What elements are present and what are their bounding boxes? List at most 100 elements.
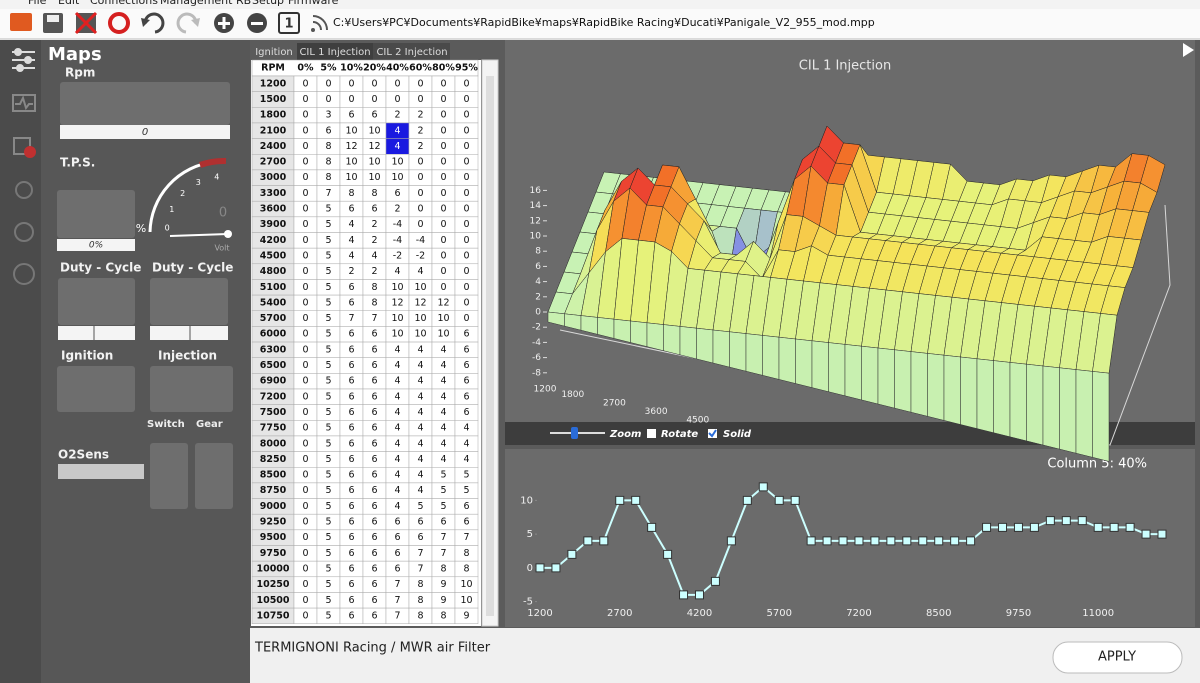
point-marker[interactable] (774, 495, 784, 505)
point-marker[interactable] (886, 536, 896, 546)
cell-value: 2 (371, 219, 377, 230)
point-marker[interactable] (1077, 516, 1087, 526)
point-marker[interactable] (934, 536, 944, 546)
point-marker[interactable] (535, 563, 545, 573)
cell-value: 0 (302, 470, 308, 481)
point-marker[interactable] (551, 563, 561, 573)
tab[interactable] (373, 43, 450, 60)
menu-item[interactable]: Setup (252, 0, 284, 7)
point-marker[interactable] (982, 522, 992, 532)
rpm-label: 5400 (260, 297, 287, 308)
x-tick-label: 5700 (767, 608, 792, 619)
cell-value: 0 (302, 501, 308, 512)
cell-value: 0 (463, 204, 469, 215)
point-marker[interactable] (1125, 522, 1135, 532)
apply-button[interactable] (1052, 641, 1183, 674)
rpm-label: 2700 (260, 157, 287, 168)
point-marker[interactable] (870, 536, 880, 546)
point-marker[interactable] (726, 536, 736, 546)
cell-value: 4 (394, 438, 400, 449)
point-marker[interactable] (966, 536, 976, 546)
point-marker[interactable] (822, 536, 832, 546)
point-marker[interactable] (806, 536, 816, 546)
point-marker[interactable] (710, 576, 720, 586)
point-marker[interactable] (663, 549, 673, 559)
rpm-box (60, 82, 230, 125)
point-marker[interactable] (615, 495, 625, 505)
tab-label[interactable]: CIL 2 Injection (376, 47, 447, 58)
point-marker[interactable] (998, 522, 1008, 532)
point-marker[interactable] (918, 536, 928, 546)
cell-value: 5 (325, 344, 331, 355)
scroll-thumb[interactable] (486, 76, 494, 616)
cell-value: 0 (440, 282, 446, 293)
x-tick-label: 1800 (561, 390, 584, 400)
cell-value: 2 (348, 266, 354, 277)
point-marker[interactable] (679, 590, 689, 600)
cell-value: 4 (394, 266, 400, 277)
cell-value: 4 (348, 250, 354, 261)
cell-value: 0 (302, 235, 308, 246)
point-marker[interactable] (950, 536, 960, 546)
duty-bar-1 (58, 326, 135, 340)
point-marker[interactable] (838, 536, 848, 546)
menu-item[interactable]: Edit (58, 0, 80, 7)
point-marker[interactable] (631, 495, 641, 505)
z-tick-label: 2 (535, 292, 541, 302)
cell-value: 8 (463, 548, 469, 559)
point-marker[interactable] (902, 536, 912, 546)
point-marker[interactable] (1157, 529, 1167, 539)
cell[interactable] (454, 607, 479, 624)
front-wall (729, 331, 747, 372)
panel-arrow[interactable] (1183, 43, 1194, 57)
point-marker[interactable] (758, 482, 768, 492)
apply-label[interactable]: APPLY (1098, 650, 1136, 665)
rpm-label: 10250 (256, 579, 289, 590)
point-marker[interactable] (1141, 529, 1151, 539)
cell-value: 6 (394, 188, 400, 199)
toolbar-number[interactable]: 1 (284, 17, 293, 32)
cell-value: 5 (325, 407, 331, 418)
cell-value: 0 (302, 110, 308, 121)
switch-label: Switch (147, 419, 185, 430)
zoom-thumb[interactable] (571, 427, 578, 439)
point-marker[interactable] (854, 536, 864, 546)
point-marker[interactable] (1045, 516, 1055, 526)
cell-value: 4 (440, 391, 446, 402)
cell-value: 7 (394, 610, 400, 621)
tab-label[interactable]: CIL 1 Injection (299, 47, 370, 58)
point-marker[interactable] (567, 549, 577, 559)
point-marker[interactable] (583, 536, 593, 546)
menu-item[interactable]: Connections (90, 0, 158, 7)
point-marker[interactable] (599, 536, 609, 546)
cell-value: 6 (371, 595, 377, 606)
cell-value: 10 (345, 172, 357, 183)
point-marker[interactable] (790, 495, 800, 505)
active-tab[interactable] (297, 43, 373, 60)
rpm-label: 3000 (260, 172, 287, 183)
front-wall (943, 354, 961, 425)
cell-value: 6 (463, 391, 469, 402)
menu-item[interactable]: File (28, 0, 47, 7)
rotate-checkbox[interactable] (647, 429, 656, 438)
cell-value: 0 (417, 78, 423, 89)
point-marker[interactable] (1061, 516, 1071, 526)
cell-value: 0 (302, 125, 308, 136)
point-marker[interactable] (1013, 522, 1023, 532)
z-tick-label: 4 (535, 277, 541, 287)
column-header: 0% (297, 63, 314, 74)
point-marker[interactable] (1093, 522, 1103, 532)
rpm-bar (60, 125, 230, 139)
menu-item[interactable]: Firmware (288, 0, 339, 7)
cell-value: 6 (371, 579, 377, 590)
cell-value: 5 (325, 610, 331, 621)
point-marker[interactable] (1029, 522, 1039, 532)
menu-item[interactable]: Management RB (160, 0, 251, 7)
point-marker[interactable] (1109, 522, 1119, 532)
point-marker[interactable] (647, 522, 657, 532)
tab-label[interactable]: Ignition (255, 47, 293, 58)
cell-value: 4 (463, 423, 469, 434)
point-marker[interactable] (694, 590, 704, 600)
cell-value: 0 (417, 219, 423, 230)
point-marker[interactable] (742, 495, 752, 505)
